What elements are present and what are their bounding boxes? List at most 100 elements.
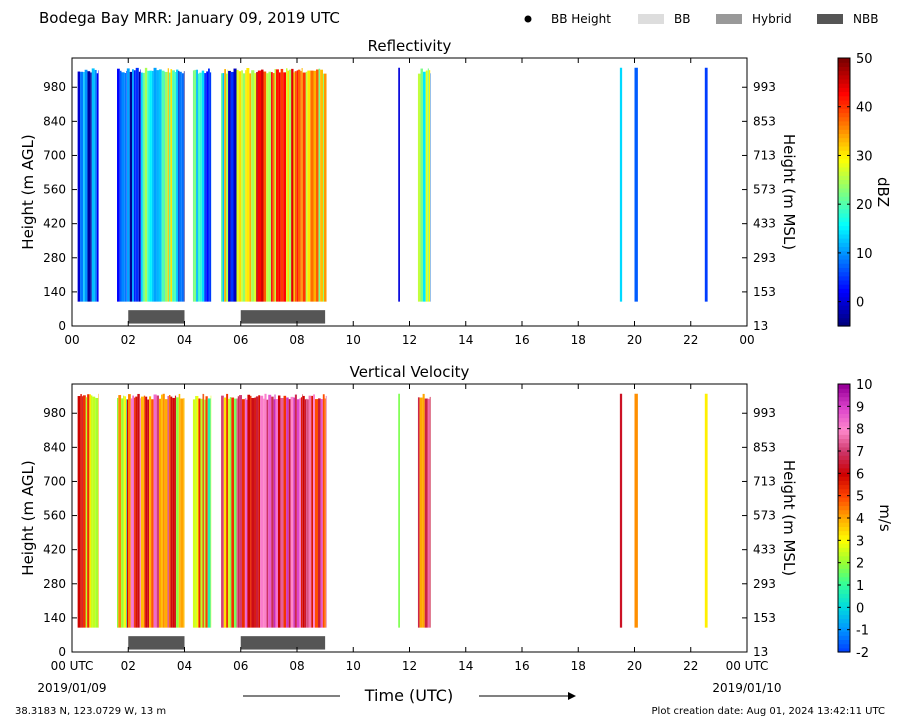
- colorbar-segment: [838, 501, 850, 507]
- rain-streak: [158, 69, 162, 302]
- rain-streak: [144, 67, 148, 302]
- rain-streak: [198, 398, 201, 628]
- rain-streak: [307, 399, 309, 628]
- rain-streak: [320, 69, 324, 302]
- colorbar-segment: [838, 626, 850, 632]
- colorbar-segment: [838, 254, 850, 260]
- rain-streak: [96, 73, 99, 302]
- colorbar-segment: [838, 597, 850, 603]
- bright-band-nbb-bar: [128, 310, 185, 324]
- colorbar-segment: [838, 158, 850, 164]
- rain-band: [246, 68, 275, 302]
- velocity-colorbar: -2 -1 0 1 2 3 4 5 6 7 8 9 10: [837, 378, 873, 661]
- y-tick-label-right: 573: [753, 183, 776, 197]
- rain-streak: [264, 393, 267, 628]
- rain-streak: [174, 395, 177, 628]
- rain-streak: [170, 396, 173, 628]
- colorbar-segment: [838, 547, 850, 553]
- rain-streak: [323, 73, 325, 302]
- colorbar-segment: [838, 513, 850, 519]
- colorbar-tick-label: 3: [856, 534, 864, 549]
- rain-streak: [233, 68, 236, 302]
- colorbar-segment: [838, 200, 850, 206]
- rain-streak: [268, 394, 272, 628]
- rain-streak: [132, 69, 134, 302]
- rain-streak: [256, 72, 258, 302]
- rain-streak: [201, 70, 205, 302]
- rain-streak: [306, 398, 308, 628]
- rain-streak: [427, 398, 430, 628]
- rain-streak: [318, 398, 321, 628]
- colorbar-tick-label: 10: [856, 378, 873, 393]
- colorbar-segment: [838, 555, 850, 561]
- y-tick-label-right: 853: [753, 440, 776, 454]
- y-tick-label-right: 293: [753, 251, 776, 265]
- colorbar-tick-label: 7: [856, 445, 864, 460]
- rain-streak: [320, 399, 323, 628]
- rain-streak: [153, 67, 157, 302]
- colorbar-segment: [838, 484, 850, 490]
- colorbar-tick-label: 8: [856, 423, 864, 438]
- colorbar-segment: [838, 137, 850, 143]
- colorbar-segment: [838, 522, 850, 527]
- rain-streak: [196, 395, 199, 628]
- rain-streak: [226, 393, 229, 628]
- rain-streak: [151, 399, 154, 628]
- rain-streak: [297, 69, 301, 302]
- colorbar-segment: [838, 526, 850, 532]
- location-text: 38.3183 N, 123.0729 W, 13 m: [15, 706, 166, 717]
- rain-streak: [158, 398, 162, 628]
- rain-streak: [183, 398, 185, 628]
- rain-streak: [419, 397, 423, 628]
- rain-band: [221, 393, 229, 628]
- x-tick-label: 14: [458, 333, 473, 347]
- colorbar-segment: [838, 87, 850, 93]
- colorbar-segment: [838, 171, 850, 176]
- rain-streak: [308, 395, 312, 628]
- rain-streak: [255, 396, 259, 628]
- rain-streak: [277, 395, 281, 628]
- colorbar-segment: [838, 538, 850, 544]
- velocity-ylabel: Height (m AGL): [19, 460, 37, 575]
- rain-band: [634, 393, 638, 628]
- rain-streak: [280, 68, 284, 302]
- colorbar-segment: [838, 129, 850, 134]
- rain-band: [236, 395, 247, 628]
- rain-streak: [239, 395, 243, 628]
- rain-band: [117, 68, 127, 302]
- bright-band-nbb-bar: [128, 636, 185, 650]
- x-tick-label: 12: [402, 659, 417, 673]
- legend-label: BB Height: [551, 12, 611, 26]
- rain-streak: [118, 395, 122, 628]
- rain-streak: [244, 398, 247, 628]
- rain-band: [192, 69, 205, 302]
- rain-streak: [180, 398, 184, 628]
- rain-streak: [287, 70, 290, 302]
- colorbar-segment: [838, 430, 850, 435]
- rain-streak: [181, 73, 184, 302]
- colorbar-segment: [838, 438, 850, 444]
- rain-streak: [164, 71, 168, 302]
- y-tick-label-right: 433: [753, 543, 776, 557]
- colorbar-segment: [838, 446, 850, 452]
- rain-band: [417, 393, 431, 628]
- colorbar-segment: [838, 425, 850, 431]
- y-tick-label-right: 13: [753, 645, 768, 659]
- rain-streak: [246, 399, 248, 628]
- reflectivity-colorbar: 0 10 20 30 40 50: [837, 52, 873, 327]
- rain-band: [634, 67, 638, 302]
- colorbar-segment: [838, 404, 850, 410]
- colorbar-segment: [838, 413, 850, 419]
- colorbar-segment: [838, 225, 850, 231]
- y-tick-label-right: 153: [753, 611, 776, 625]
- rain-streak: [398, 67, 400, 302]
- colorbar-segment: [838, 58, 850, 63]
- rain-band: [140, 395, 154, 628]
- reflectivity-panel: Reflectivity 00 02 04 06 08 10 12 14 16 18 20 22 000…: [19, 37, 892, 347]
- reflectivity-title: Reflectivity: [368, 37, 452, 55]
- reflectivity-heatmap: [77, 67, 708, 302]
- rain-streak: [272, 73, 275, 302]
- x-tick-label: 00 UTC: [51, 659, 94, 673]
- rain-streak: [275, 399, 278, 628]
